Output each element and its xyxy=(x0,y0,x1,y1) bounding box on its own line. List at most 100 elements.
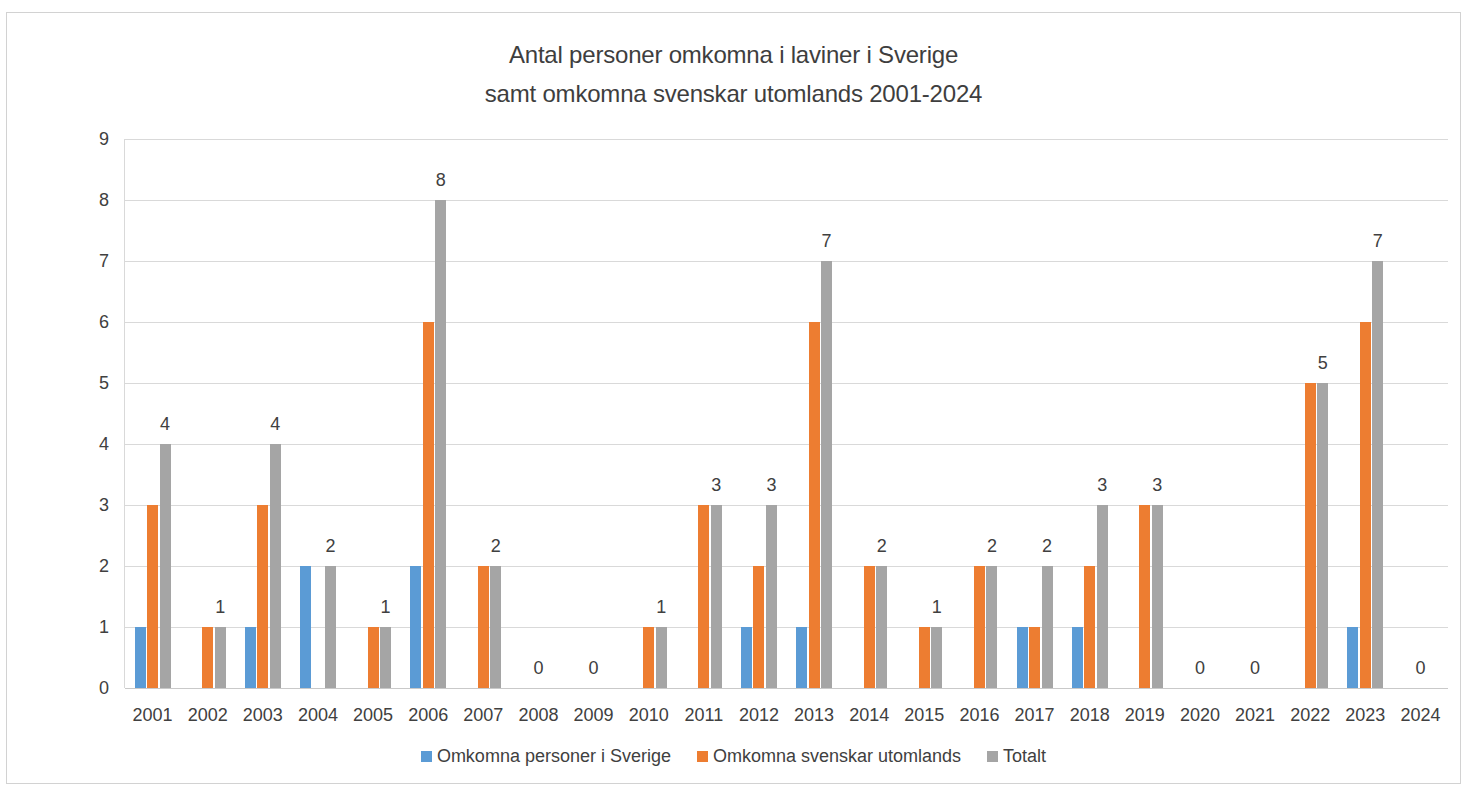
bar-sverige-2012 xyxy=(741,627,752,688)
data-label-2003: 4 xyxy=(253,415,297,433)
bar-utomlands-2003 xyxy=(257,505,268,688)
legend-swatch-totalt xyxy=(987,751,998,762)
bar-utomlands-2001 xyxy=(147,505,158,688)
x-tick-label-2018: 2018 xyxy=(1062,706,1117,724)
legend-swatch-sverige xyxy=(421,751,432,762)
bar-totalt-2022 xyxy=(1317,383,1328,688)
y-tick-label-6: 6 xyxy=(49,313,109,331)
bar-totalt-2006 xyxy=(435,200,446,688)
bar-totalt-2010 xyxy=(656,627,667,688)
gridline-y-1 xyxy=(125,627,1448,628)
data-label-2019: 3 xyxy=(1135,476,1179,494)
bar-sverige-2003 xyxy=(245,627,256,688)
bar-totalt-2004 xyxy=(325,566,336,688)
x-tick-label-2020: 2020 xyxy=(1172,706,1227,724)
x-tick-label-2006: 2006 xyxy=(401,706,456,724)
bar-totalt-2019 xyxy=(1152,505,1163,688)
data-label-2013: 7 xyxy=(805,232,849,250)
bar-sverige-2006 xyxy=(410,566,421,688)
bar-sverige-2018 xyxy=(1072,627,1083,688)
bar-utomlands-2022 xyxy=(1305,383,1316,688)
legend-item-utomlands: Omkomna svenskar utomlands xyxy=(697,746,961,766)
legend-label-sverige: Omkomna personer i Sverige xyxy=(437,746,671,766)
data-label-2005: 1 xyxy=(364,598,408,616)
gridline-y-4 xyxy=(125,444,1448,445)
x-tick-label-2002: 2002 xyxy=(180,706,235,724)
x-tick-label-2011: 2011 xyxy=(676,706,731,724)
gridline-y-8 xyxy=(125,200,1448,201)
y-tick-label-2: 2 xyxy=(49,557,109,575)
x-tick-label-2003: 2003 xyxy=(235,706,290,724)
x-tick-label-2017: 2017 xyxy=(1007,706,1062,724)
x-tick-label-2021: 2021 xyxy=(1228,706,1283,724)
x-tick-label-2012: 2012 xyxy=(731,706,786,724)
x-tick-label-2005: 2005 xyxy=(346,706,401,724)
y-axis-line xyxy=(124,139,125,688)
gridline-y-5 xyxy=(125,383,1448,384)
bar-sverige-2017 xyxy=(1017,627,1028,688)
bar-utomlands-2011 xyxy=(698,505,709,688)
bar-totalt-2016 xyxy=(986,566,997,688)
bar-utomlands-2002 xyxy=(202,627,213,688)
data-label-2015: 1 xyxy=(915,598,959,616)
bar-totalt-2023 xyxy=(1372,261,1383,688)
x-tick-label-2013: 2013 xyxy=(787,706,842,724)
x-tick-label-2023: 2023 xyxy=(1338,706,1393,724)
data-label-2017: 2 xyxy=(1025,537,1069,555)
x-tick-label-2007: 2007 xyxy=(456,706,511,724)
x-axis: 2001200220032004200520062007200820092010… xyxy=(7,702,1460,732)
bar-utomlands-2018 xyxy=(1084,566,1095,688)
plot-area: 414218200133721223300570 xyxy=(125,139,1448,688)
chart-title-line2: samt omkomna svenskar utomlands 2001-202… xyxy=(7,74,1460,113)
bar-totalt-2012 xyxy=(766,505,777,688)
gridline-y-6 xyxy=(125,322,1448,323)
data-label-2004: 2 xyxy=(308,537,352,555)
bar-utomlands-2015 xyxy=(919,627,930,688)
data-label-2010: 1 xyxy=(639,598,683,616)
y-tick-label-3: 3 xyxy=(49,496,109,514)
x-tick-label-2014: 2014 xyxy=(842,706,897,724)
bar-utomlands-2010 xyxy=(643,627,654,688)
bar-sverige-2023 xyxy=(1347,627,1358,688)
gridline-y-0 xyxy=(125,688,1448,689)
data-label-2009: 0 xyxy=(572,659,616,677)
bar-totalt-2002 xyxy=(215,627,226,688)
bar-sverige-2013 xyxy=(796,627,807,688)
bar-totalt-2007 xyxy=(490,566,501,688)
data-label-2012: 3 xyxy=(749,476,793,494)
bar-totalt-2018 xyxy=(1097,505,1108,688)
x-tick-label-2016: 2016 xyxy=(952,706,1007,724)
y-tick-label-1: 1 xyxy=(49,618,109,636)
bar-utomlands-2019 xyxy=(1139,505,1150,688)
bar-utomlands-2017 xyxy=(1029,627,1040,688)
gridline-y-9 xyxy=(125,139,1448,140)
x-tick-label-2015: 2015 xyxy=(897,706,952,724)
data-label-2007: 2 xyxy=(474,537,518,555)
data-label-2006: 8 xyxy=(419,171,463,189)
bar-utomlands-2006 xyxy=(423,322,434,688)
gridline-y-3 xyxy=(125,505,1448,506)
x-tick-label-2022: 2022 xyxy=(1283,706,1338,724)
gridline-y-2 xyxy=(125,566,1448,567)
data-label-2021: 0 xyxy=(1233,659,1277,677)
legend-swatch-utomlands xyxy=(697,751,708,762)
chart-canvas: Antal personer omkomna i laviner i Sveri… xyxy=(0,0,1479,800)
bar-utomlands-2014 xyxy=(864,566,875,688)
y-tick-label-0: 0 xyxy=(49,679,109,697)
bar-totalt-2011 xyxy=(711,505,722,688)
gridline-y-7 xyxy=(125,261,1448,262)
data-label-2024: 0 xyxy=(1398,659,1442,677)
y-tick-label-7: 7 xyxy=(49,252,109,270)
data-label-2023: 7 xyxy=(1356,232,1400,250)
x-tick-label-2019: 2019 xyxy=(1117,706,1172,724)
bar-totalt-2014 xyxy=(876,566,887,688)
bar-utomlands-2013 xyxy=(809,322,820,688)
data-label-2001: 4 xyxy=(143,415,187,433)
x-tick-label-2010: 2010 xyxy=(621,706,676,724)
legend-item-sverige: Omkomna personer i Sverige xyxy=(421,746,671,766)
data-label-2020: 0 xyxy=(1178,659,1222,677)
bar-utomlands-2016 xyxy=(974,566,985,688)
legend-label-totalt: Totalt xyxy=(1003,746,1046,766)
bar-totalt-2017 xyxy=(1042,566,1053,688)
bar-totalt-2001 xyxy=(160,444,171,688)
